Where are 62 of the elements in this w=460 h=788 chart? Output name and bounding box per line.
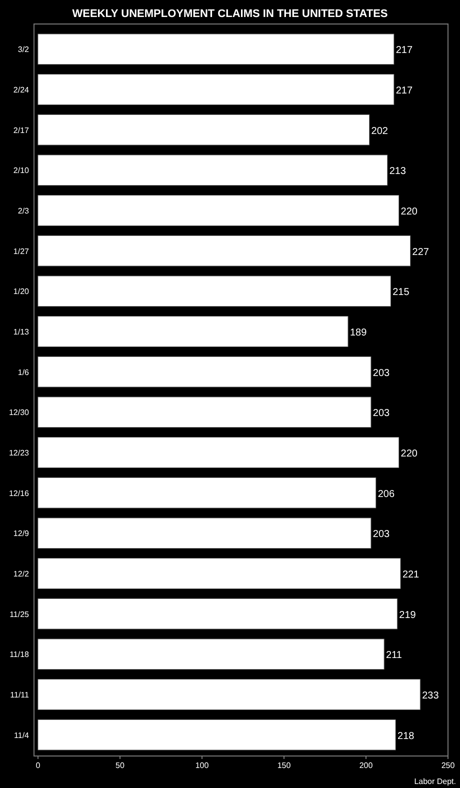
x-tick-label: 0 <box>36 761 41 770</box>
data-label: 233 <box>422 690 440 702</box>
y-tick-label: 1/20 <box>13 287 30 296</box>
bar <box>38 638 384 670</box>
data-label: 203 <box>372 529 390 540</box>
bar <box>38 719 396 750</box>
data-label: 203 <box>372 408 390 420</box>
bar <box>38 114 370 146</box>
text: Labor Dept. <box>414 777 456 786</box>
data-label: 220 <box>400 448 418 460</box>
data-label: 219 <box>399 610 416 621</box>
y-tick-label: 2/3 <box>18 206 30 216</box>
bar <box>38 195 400 226</box>
chart-title: WEEKLY UNEMPLOYMENT CLAIMS IN THE UNITED STATES <box>72 8 388 20</box>
data-label: 189 <box>350 328 368 338</box>
data-label: 221 <box>402 569 420 580</box>
bar <box>38 518 372 549</box>
y-tick-label: 2/10 <box>13 166 30 176</box>
y-tick-label: 12/16 <box>8 488 30 498</box>
x-tick-label: 250 <box>441 761 456 770</box>
bar <box>38 598 398 630</box>
bar <box>38 396 372 428</box>
data-label: 211 <box>386 650 402 662</box>
data-label: 213 <box>389 166 406 178</box>
x-tick-label: 200 <box>359 761 374 770</box>
data-label: 227 <box>412 246 430 258</box>
bar <box>38 437 400 468</box>
data-label: 220 <box>400 206 418 218</box>
bar <box>38 316 348 347</box>
y-tick-label: 12/30 <box>8 408 30 418</box>
y-tick-label: 12/9 <box>13 529 30 538</box>
data-label: 217 <box>396 86 414 97</box>
bar <box>38 235 411 266</box>
data-label: 203 <box>372 368 390 379</box>
y-tick-label: 12/23 <box>8 448 30 458</box>
y-tick-label: 11/25 <box>10 610 30 619</box>
y-tick-label: 1/27 <box>13 246 30 256</box>
y-tick-label: 12/2 <box>13 569 30 578</box>
data-label: 215 <box>392 287 410 298</box>
y-tick-label: 11/4 <box>14 730 30 740</box>
bar <box>38 74 394 105</box>
y-tick-label: 2/24 <box>13 86 30 95</box>
x-tick-label: 50 <box>116 761 125 770</box>
bar <box>38 34 394 65</box>
y-tick-label: 1/13 <box>13 328 30 336</box>
x-tick-label: 100 <box>195 761 210 770</box>
data-label: 217 <box>396 45 414 56</box>
y-tick-label: 11/18 <box>10 650 30 660</box>
y-tick-label: 3/2 <box>18 45 30 54</box>
y-tick-label: 2/17 <box>13 126 30 135</box>
bar <box>38 477 376 508</box>
bar <box>38 154 388 186</box>
y-tick-label: 11/11 <box>10 690 30 700</box>
y-tick-label: 1/6 <box>18 368 30 377</box>
x-tick-label: 150 <box>277 761 292 770</box>
data-label: 206 <box>378 488 395 500</box>
data-label: 218 <box>398 730 415 742</box>
bar <box>38 679 420 710</box>
bar <box>38 276 391 307</box>
data-label: 202 <box>371 126 388 137</box>
bar <box>38 558 401 589</box>
bar <box>38 356 372 388</box>
